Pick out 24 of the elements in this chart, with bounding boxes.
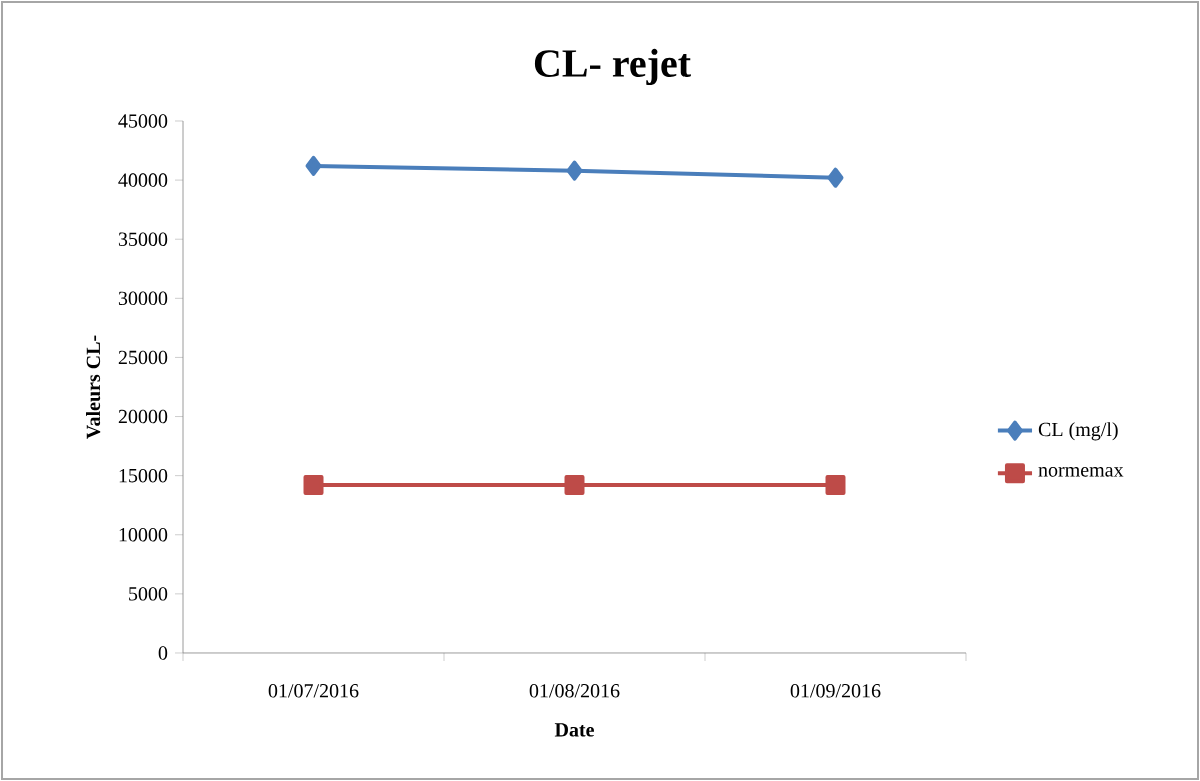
x-axis-title: Date (554, 723, 594, 737)
point (564, 475, 585, 496)
y-tick-label: 15000 (119, 468, 168, 483)
x-tick-label: 01/08/2016 (529, 684, 620, 698)
y-tick-label: 30000 (118, 291, 168, 306)
y-tick-label: 45000 (118, 114, 168, 128)
y-axis-title: Valeurs CL- (86, 335, 101, 439)
x-tick-label: 01/07/2016 (268, 684, 359, 698)
legend-label: normemax (1038, 467, 1124, 477)
y-tick-label: 40000 (118, 173, 168, 187)
point (825, 475, 846, 496)
point (305, 155, 322, 176)
y-tick-label: 25000 (118, 350, 168, 365)
y-tick-label: 0 (158, 646, 168, 660)
point (827, 167, 844, 188)
point (566, 160, 583, 181)
y-tick-label: 5000 (129, 587, 168, 601)
legend-label: CL (mg/l) (1038, 422, 1118, 441)
y-tick-label: 20000 (118, 409, 168, 424)
y-tick-label: 35000 (118, 232, 168, 246)
y-tick-label: 10000 (119, 528, 168, 542)
chart-title: CL- rejet (534, 48, 691, 86)
x-tick-label: 01/09/2016 (790, 684, 881, 698)
point (303, 475, 324, 496)
